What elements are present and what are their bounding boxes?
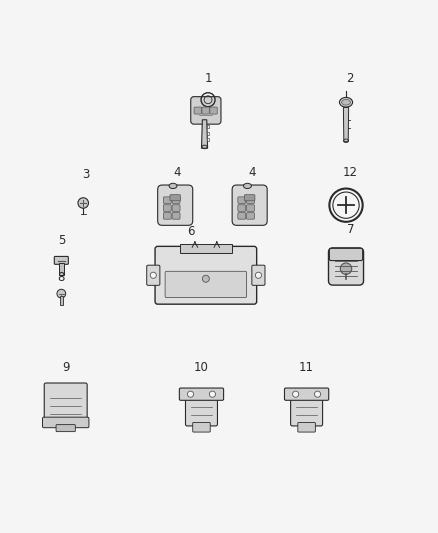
FancyBboxPatch shape [172, 213, 180, 219]
Circle shape [57, 289, 66, 298]
FancyBboxPatch shape [56, 425, 75, 432]
FancyBboxPatch shape [285, 388, 328, 400]
Text: 4: 4 [173, 166, 181, 179]
Polygon shape [343, 108, 349, 142]
FancyBboxPatch shape [252, 265, 265, 285]
Ellipse shape [244, 183, 251, 189]
Text: 10: 10 [194, 361, 209, 374]
FancyBboxPatch shape [163, 213, 171, 219]
Text: 3: 3 [82, 168, 89, 181]
Text: 2: 2 [346, 72, 353, 85]
Circle shape [150, 272, 156, 278]
Polygon shape [201, 120, 208, 148]
FancyBboxPatch shape [238, 197, 246, 204]
Text: 4: 4 [248, 166, 256, 179]
Circle shape [314, 391, 321, 397]
FancyBboxPatch shape [328, 248, 364, 285]
FancyBboxPatch shape [244, 195, 255, 201]
Ellipse shape [339, 98, 353, 107]
Text: 7: 7 [346, 223, 354, 236]
Ellipse shape [169, 183, 177, 189]
Circle shape [78, 198, 88, 208]
Text: 6: 6 [187, 225, 194, 238]
FancyBboxPatch shape [170, 195, 180, 201]
FancyBboxPatch shape [194, 107, 201, 114]
FancyBboxPatch shape [191, 96, 221, 124]
Text: 11: 11 [299, 361, 314, 374]
FancyBboxPatch shape [147, 265, 160, 285]
FancyBboxPatch shape [163, 205, 171, 211]
FancyBboxPatch shape [210, 107, 217, 114]
Text: 12: 12 [343, 166, 358, 179]
Circle shape [293, 391, 299, 397]
Text: 9: 9 [62, 361, 70, 374]
FancyBboxPatch shape [207, 138, 209, 141]
Circle shape [202, 275, 209, 282]
FancyBboxPatch shape [247, 213, 254, 219]
FancyBboxPatch shape [44, 383, 87, 422]
Text: 1: 1 [204, 72, 212, 85]
FancyBboxPatch shape [207, 125, 209, 128]
Text: 5: 5 [58, 234, 65, 247]
FancyBboxPatch shape [193, 423, 210, 432]
FancyBboxPatch shape [207, 132, 209, 135]
FancyBboxPatch shape [298, 423, 315, 432]
FancyBboxPatch shape [186, 391, 217, 426]
FancyBboxPatch shape [172, 205, 180, 211]
FancyBboxPatch shape [158, 185, 193, 225]
FancyBboxPatch shape [155, 246, 257, 304]
Circle shape [209, 391, 215, 397]
Circle shape [255, 272, 261, 278]
FancyBboxPatch shape [238, 213, 246, 219]
FancyBboxPatch shape [163, 197, 171, 204]
FancyBboxPatch shape [60, 296, 63, 305]
FancyBboxPatch shape [172, 197, 180, 204]
FancyBboxPatch shape [329, 248, 363, 261]
Text: 8: 8 [58, 271, 65, 284]
FancyBboxPatch shape [238, 205, 246, 211]
FancyBboxPatch shape [247, 197, 254, 204]
Ellipse shape [342, 99, 350, 105]
FancyBboxPatch shape [165, 271, 247, 297]
FancyBboxPatch shape [232, 185, 267, 225]
FancyBboxPatch shape [291, 391, 322, 426]
FancyBboxPatch shape [54, 256, 68, 264]
FancyBboxPatch shape [247, 205, 254, 211]
FancyBboxPatch shape [59, 263, 64, 275]
Circle shape [340, 263, 352, 274]
FancyBboxPatch shape [180, 244, 232, 253]
FancyBboxPatch shape [202, 107, 209, 114]
Circle shape [187, 391, 194, 397]
FancyBboxPatch shape [180, 388, 223, 400]
FancyBboxPatch shape [42, 417, 89, 427]
